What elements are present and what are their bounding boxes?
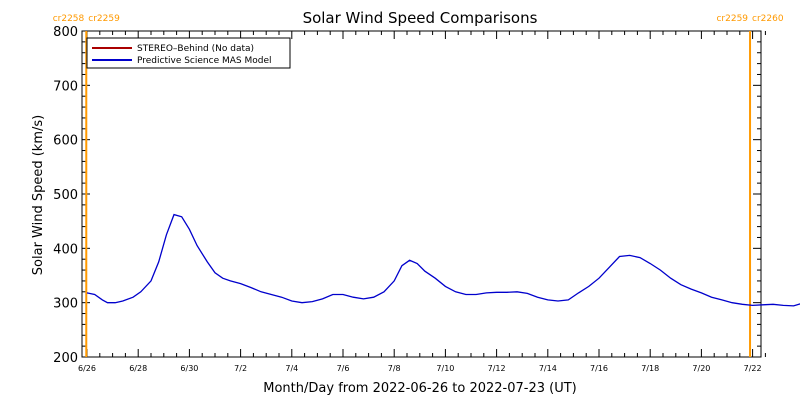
- legend: STEREO–Behind (No data) Predictive Scien…: [86, 37, 291, 69]
- x-tick-label: 7/14: [539, 364, 557, 373]
- x-tick-label: 7/2: [234, 364, 247, 373]
- rotation-label-right: cr2260: [752, 14, 784, 24]
- x-tick-label: 6/28: [129, 364, 147, 373]
- x-tick-label: 6/30: [180, 364, 198, 373]
- legend-label-mas: Predictive Science MAS Model: [137, 56, 272, 66]
- y-tick-label: 500: [53, 188, 78, 203]
- y-axis-title: Solar Wind Speed (km/s): [31, 115, 46, 275]
- chart-title: Solar Wind Speed Comparisons: [303, 9, 538, 27]
- series-line-mas-model: [86, 213, 800, 307]
- y-tick-label: 400: [53, 242, 78, 257]
- x-tick-label: 7/10: [436, 364, 454, 373]
- rotation-label-left: cr2259: [716, 14, 748, 24]
- x-tick-label: 6/26: [78, 364, 96, 373]
- y-tick-label: 300: [53, 297, 78, 312]
- rotation-label-left: cr2258: [53, 14, 85, 24]
- x-tick-label: 7/6: [337, 364, 350, 373]
- x-tick-label: 7/12: [488, 364, 506, 373]
- y-tick-label: 800: [53, 25, 78, 40]
- legend-label-stereo: STEREO–Behind (No data): [137, 44, 254, 54]
- y-tick-label: 200: [53, 351, 78, 366]
- legend-box: [86, 37, 291, 69]
- x-tick-label: 7/8: [388, 364, 401, 373]
- x-tick-label: 7/20: [692, 364, 710, 373]
- x-tick-label: 7/22: [744, 364, 762, 373]
- x-tick-label: 7/16: [590, 364, 608, 373]
- x-tick-label: 7/18: [641, 364, 659, 373]
- y-tick-label: 700: [53, 79, 78, 94]
- y-tick-label: 600: [53, 134, 78, 149]
- x-tick-label: 7/4: [285, 364, 298, 373]
- plot-area: [81, 30, 762, 358]
- rotation-label-right: cr2259: [88, 14, 120, 24]
- x-axis-title: Month/Day from 2022-06-26 to 2022-07-23 …: [263, 381, 576, 396]
